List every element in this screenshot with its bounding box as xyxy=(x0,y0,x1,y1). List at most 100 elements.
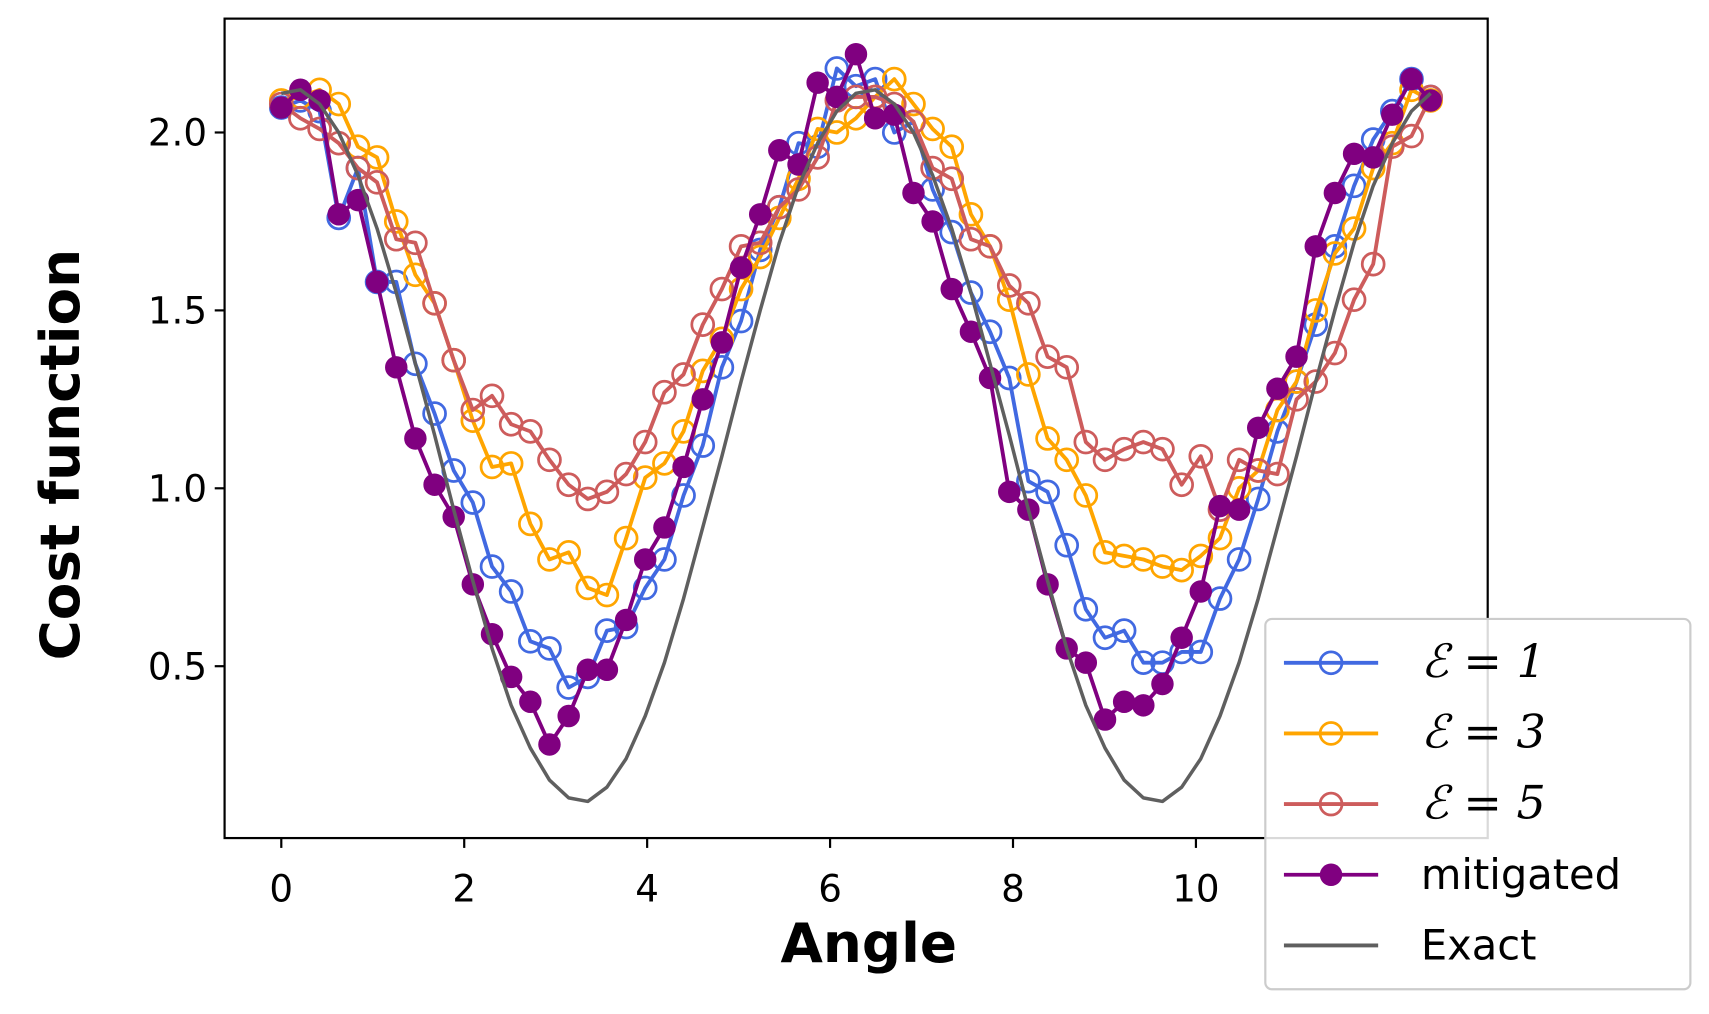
data-point xyxy=(1054,447,1080,473)
x-tick-label: 2 xyxy=(452,867,476,911)
data-point xyxy=(902,181,925,205)
data-point xyxy=(1188,543,1214,569)
data-point xyxy=(1016,290,1041,316)
data-point xyxy=(1054,532,1080,558)
data-point xyxy=(403,230,428,256)
series-line xyxy=(280,94,1433,512)
series-line xyxy=(279,52,1433,747)
data-point xyxy=(460,490,486,515)
legend-marker xyxy=(1319,863,1343,886)
data-point xyxy=(1016,362,1041,387)
data-point xyxy=(460,397,486,423)
data-point xyxy=(270,96,293,119)
data-point xyxy=(1073,596,1099,622)
data-point xyxy=(1092,540,1118,565)
data-point xyxy=(652,379,677,405)
y-tick-label: 1.5 xyxy=(148,289,207,333)
data-point xyxy=(1188,443,1214,469)
data-point xyxy=(1265,461,1290,487)
data-point xyxy=(710,331,734,354)
data-point xyxy=(365,270,389,294)
legend-box xyxy=(1264,617,1692,991)
data-point xyxy=(1207,525,1233,551)
data-point xyxy=(537,636,562,661)
y-tick-label: 1.0 xyxy=(148,466,207,510)
data-point xyxy=(364,145,390,170)
data-point xyxy=(1169,557,1194,583)
data-point xyxy=(556,540,581,565)
data-point xyxy=(594,479,620,505)
data-point xyxy=(1169,472,1194,498)
data-point xyxy=(996,273,1022,298)
data-point xyxy=(1266,377,1289,400)
data-point xyxy=(594,582,620,608)
data-point xyxy=(729,256,753,279)
legend-marker xyxy=(1318,791,1344,817)
data-point xyxy=(364,169,390,195)
data-point xyxy=(671,362,696,387)
data-point xyxy=(939,166,965,192)
data-point xyxy=(825,85,849,109)
data-point xyxy=(519,690,542,714)
data-point xyxy=(921,210,944,233)
data-point xyxy=(422,290,447,316)
data-point xyxy=(1035,344,1060,369)
data-point xyxy=(690,433,716,458)
x-tick-label: 4 xyxy=(635,867,659,911)
data-point xyxy=(614,608,638,632)
data-point xyxy=(690,312,716,337)
legend-marker xyxy=(1318,721,1344,746)
legend-label: ℰ = 3 xyxy=(1421,705,1546,759)
data-point xyxy=(594,618,620,643)
data-point xyxy=(1016,468,1041,494)
data-point xyxy=(1150,554,1175,579)
data-point xyxy=(939,134,965,160)
data-point xyxy=(1379,134,1405,160)
data-point xyxy=(653,516,676,539)
y-tick-label: 0.5 xyxy=(148,644,207,688)
data-point xyxy=(1092,447,1118,473)
data-point xyxy=(1189,580,1213,603)
data-point xyxy=(1360,251,1386,277)
data-point xyxy=(747,244,773,270)
data-point xyxy=(1341,287,1367,313)
data-point xyxy=(1111,618,1137,643)
y-axis-title: Cost function xyxy=(28,249,92,661)
data-point xyxy=(806,71,829,94)
data-point xyxy=(709,354,735,380)
data-point xyxy=(404,427,427,450)
data-point xyxy=(1284,387,1309,412)
axes-frame xyxy=(223,17,1489,840)
data-point xyxy=(1112,690,1136,714)
data-point xyxy=(288,105,313,131)
data-point xyxy=(881,66,907,92)
data-point xyxy=(613,525,639,551)
data-point xyxy=(595,658,619,681)
data-point xyxy=(1304,235,1327,258)
data-point xyxy=(691,388,714,411)
data-point xyxy=(556,472,581,498)
x-axis-title: Angle xyxy=(780,911,957,975)
legend-label: mitigated xyxy=(1421,850,1621,899)
data-point xyxy=(327,203,350,226)
data-point xyxy=(518,511,543,537)
data-point xyxy=(479,554,505,579)
data-point xyxy=(498,451,524,476)
data-point xyxy=(1151,672,1174,696)
data-point xyxy=(1303,369,1329,394)
data-point xyxy=(307,116,332,142)
data-point xyxy=(1400,67,1423,91)
data-point xyxy=(1035,479,1060,505)
data-point xyxy=(538,733,561,756)
data-point xyxy=(1342,142,1366,166)
legend-label: ℰ = 5 xyxy=(1421,775,1546,829)
data-point xyxy=(613,461,639,487)
data-point xyxy=(977,234,1003,259)
data-point xyxy=(1073,429,1099,455)
series-line xyxy=(280,88,1432,804)
data-point xyxy=(709,276,735,302)
y-tick-label: 2.0 xyxy=(148,111,207,155)
data-point xyxy=(1227,498,1251,521)
data-point xyxy=(498,579,524,604)
legend: ℰ = 1 ℰ = 3 ℰ = 5 mitigated Exact xyxy=(1264,617,1692,991)
